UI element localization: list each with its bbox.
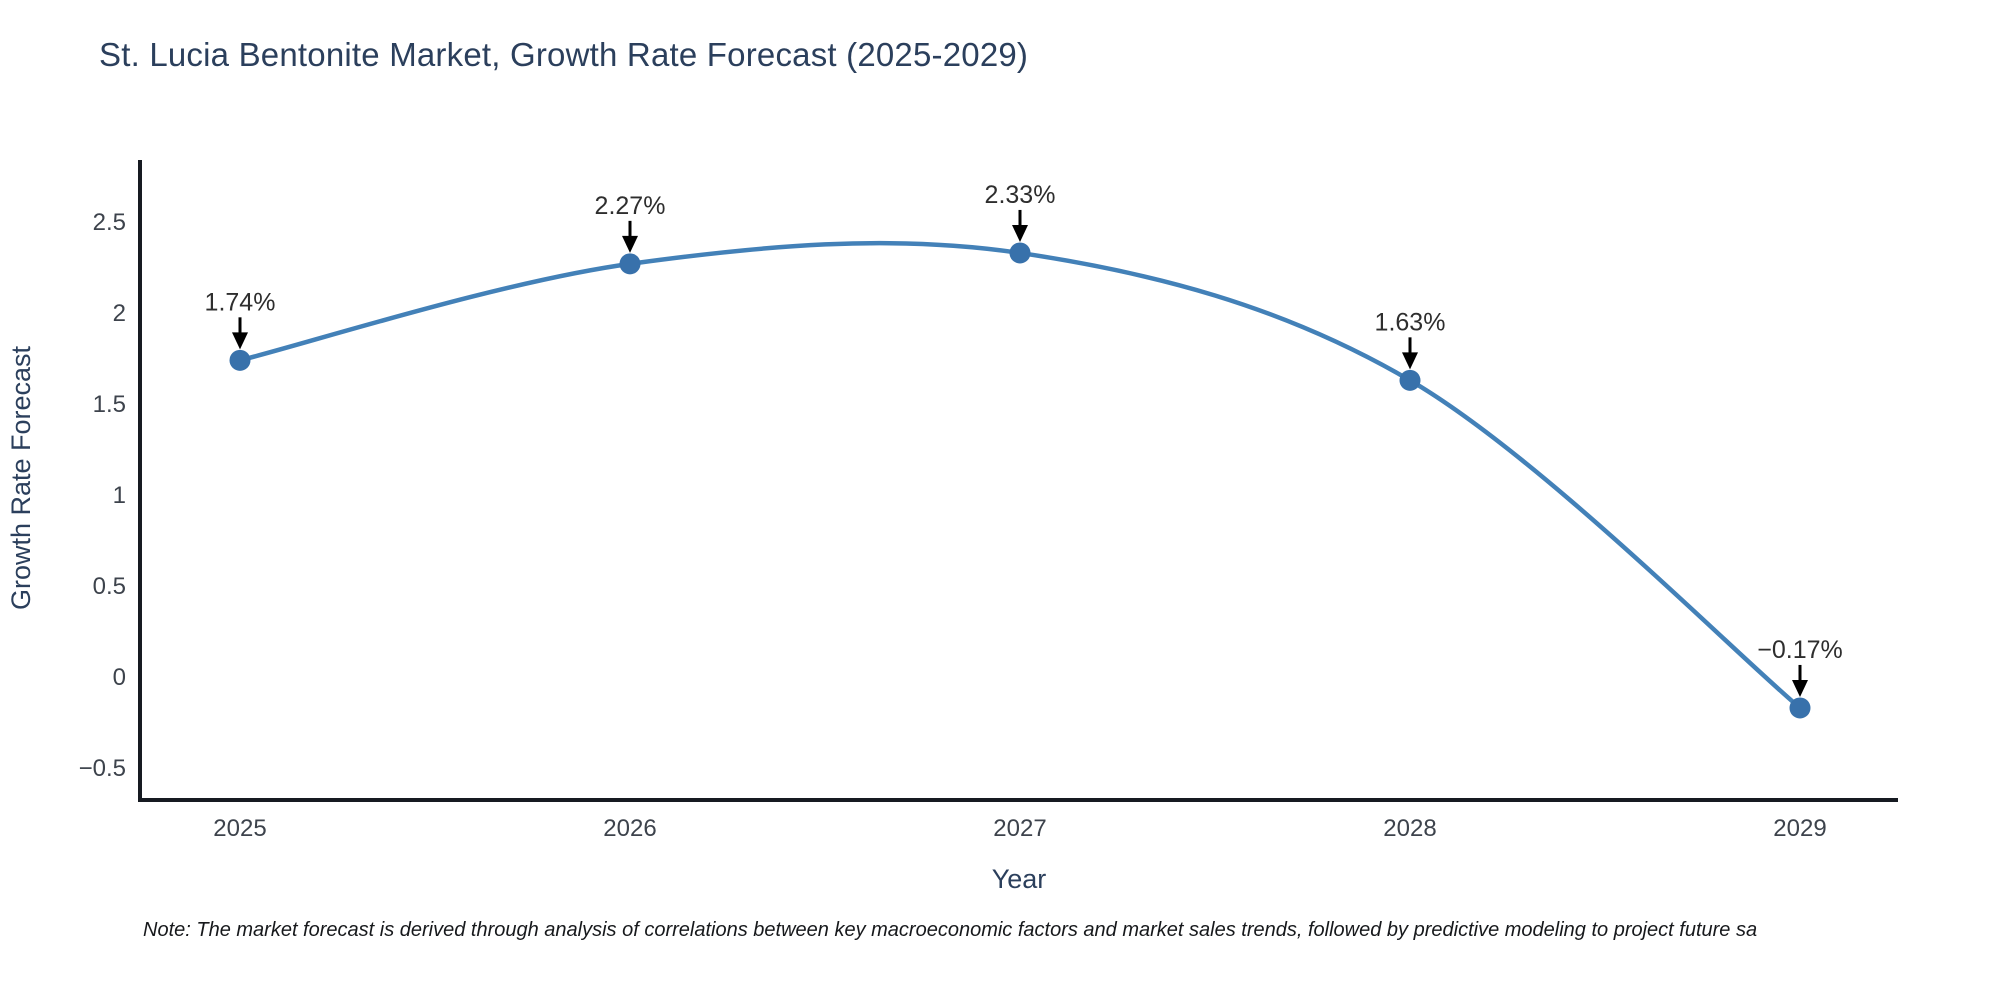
y-tick-label: 2.5 bbox=[93, 209, 126, 236]
data-point-marker bbox=[619, 253, 641, 275]
data-point-marker bbox=[1789, 697, 1811, 719]
x-axis-title: Year bbox=[992, 864, 1047, 894]
y-tick-label: 1 bbox=[113, 482, 126, 509]
y-tick-label: 2 bbox=[113, 300, 126, 327]
annotation-label: 2.27% bbox=[595, 192, 666, 220]
y-tick-label: 0 bbox=[113, 664, 126, 691]
annotation-arrow-head bbox=[1012, 224, 1028, 242]
y-tick-label: 0.5 bbox=[93, 573, 126, 600]
annotation-arrow-head bbox=[232, 332, 248, 350]
annotation-label: 2.33% bbox=[985, 181, 1056, 209]
y-axis-title: Growth Rate Forecast bbox=[6, 345, 36, 610]
y-tick-label: 1.5 bbox=[93, 391, 126, 418]
data-point-marker bbox=[1399, 369, 1421, 391]
data-point-marker bbox=[1009, 242, 1031, 264]
x-tick-label: 2028 bbox=[1383, 815, 1436, 842]
chart-title: St. Lucia Bentonite Market, Growth Rate … bbox=[99, 36, 1029, 73]
annotation-arrow-head bbox=[1402, 352, 1418, 370]
axis-lines bbox=[138, 160, 1898, 802]
data-point-marker bbox=[229, 349, 251, 371]
trend-line bbox=[237, 240, 1803, 711]
annotation-arrow-head bbox=[622, 235, 638, 253]
footnote: Note: The market forecast is derived thr… bbox=[143, 919, 1758, 941]
annotation-label: −0.17% bbox=[1757, 636, 1843, 664]
y-tick-label: −0.5 bbox=[79, 755, 126, 782]
annotation-label: 1.63% bbox=[1375, 308, 1446, 336]
x-tick-label: 2026 bbox=[603, 815, 656, 842]
annotation-label: 1.74% bbox=[205, 288, 276, 316]
annotation-arrow-head bbox=[1792, 679, 1808, 697]
x-tick-label: 2027 bbox=[993, 815, 1046, 842]
plot-area: 2.5 2 1.5 1 0.5 0 −0.5 2025 2026 2027 2028 2029 1.74… bbox=[79, 160, 1898, 842]
x-tick-label: 2025 bbox=[213, 815, 266, 842]
x-tick-label: 2029 bbox=[1773, 815, 1826, 842]
